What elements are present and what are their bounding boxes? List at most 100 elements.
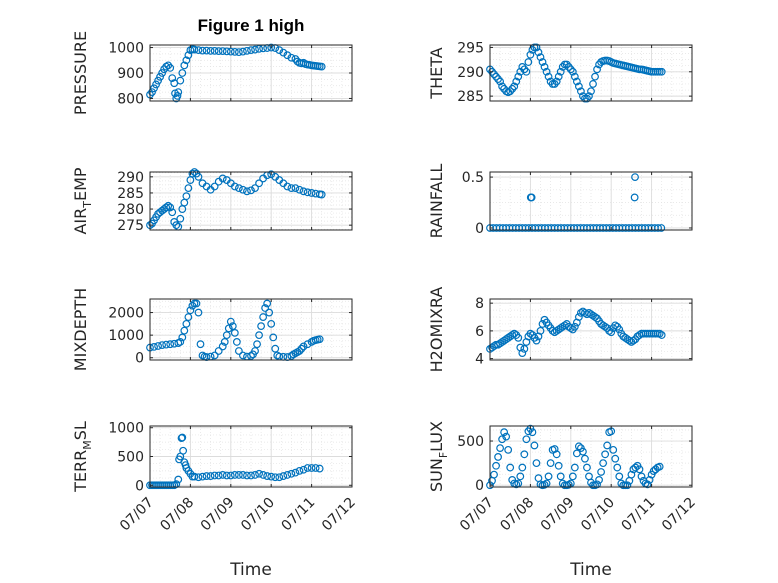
data-point xyxy=(637,472,646,481)
data-point xyxy=(150,84,158,93)
x-tick-label: 07/08 xyxy=(157,495,197,535)
data-point xyxy=(295,466,304,475)
data-point xyxy=(492,72,500,81)
data-point xyxy=(162,340,171,349)
data-point xyxy=(643,480,652,489)
data-point xyxy=(275,46,284,54)
data-point xyxy=(597,468,605,476)
data-point xyxy=(526,329,535,338)
data-point xyxy=(218,342,227,351)
data-point xyxy=(570,72,579,81)
x-axis-label: Time xyxy=(569,560,612,580)
figure-title: Figure 1 high xyxy=(198,16,305,35)
data-point xyxy=(556,67,565,76)
subplot-1: 800 900 1000 PRESSURE xyxy=(71,31,353,115)
data-point xyxy=(591,313,599,321)
data-point xyxy=(243,187,251,196)
data-point xyxy=(615,325,624,334)
data-point xyxy=(564,63,573,71)
data-point xyxy=(184,51,193,60)
axes-box xyxy=(489,44,693,102)
x-tick-label: 07/09 xyxy=(538,495,578,535)
data-point xyxy=(601,322,610,331)
data-point xyxy=(251,347,259,355)
data-point xyxy=(226,317,235,326)
data-point xyxy=(520,65,529,74)
data-point xyxy=(522,435,531,444)
data-point xyxy=(581,454,589,463)
data-point xyxy=(267,472,276,481)
data-point xyxy=(307,189,316,197)
subplot-2: 285 290 295 THETA xyxy=(427,40,693,105)
data-point xyxy=(230,471,239,479)
data-point xyxy=(490,342,498,351)
data-point xyxy=(532,43,541,52)
data-point xyxy=(583,463,591,472)
data-point xyxy=(291,468,300,477)
data-point xyxy=(198,472,207,481)
data-point xyxy=(176,76,185,85)
data-point xyxy=(544,72,553,81)
data-point xyxy=(192,299,201,308)
y-tick-label: 0 xyxy=(475,478,484,494)
y-tick-label: 285 xyxy=(117,186,144,202)
data-point xyxy=(180,198,189,207)
data-point xyxy=(168,208,177,217)
data-point xyxy=(506,87,515,96)
data-point xyxy=(623,481,632,490)
y-axis-label: H2OMIXRA xyxy=(427,287,446,373)
data-point xyxy=(279,48,288,57)
data-point xyxy=(176,338,185,346)
data-point xyxy=(172,221,181,230)
data-point xyxy=(247,46,255,54)
y-tick-label: 900 xyxy=(117,66,144,82)
data-point xyxy=(152,80,160,89)
data-point xyxy=(536,326,545,335)
y-tick-label: 0 xyxy=(475,221,484,237)
data-point xyxy=(255,44,263,53)
data-point xyxy=(174,475,183,484)
data-point xyxy=(506,463,515,472)
data-point xyxy=(492,461,500,470)
y-axis-label: PRESSURE xyxy=(71,31,90,115)
data-point xyxy=(184,184,193,193)
data-point xyxy=(583,94,591,103)
data-point xyxy=(317,190,326,199)
y-tick-label: 6 xyxy=(475,324,484,340)
data-point xyxy=(255,469,263,478)
y-axis-label: THETA xyxy=(427,47,446,99)
data-point xyxy=(550,445,559,453)
data-point xyxy=(520,345,529,353)
x-tick-label: 07/07 xyxy=(117,495,157,535)
x-tick-label: 07/08 xyxy=(497,495,537,535)
data-point xyxy=(247,471,255,480)
data-point xyxy=(518,349,527,357)
data-point xyxy=(593,480,601,489)
data-point xyxy=(315,464,324,473)
data-point xyxy=(224,324,233,333)
data-point xyxy=(190,45,199,54)
data-point xyxy=(271,473,280,482)
data-point xyxy=(299,465,308,474)
data-point xyxy=(601,450,610,459)
data-point xyxy=(611,321,620,330)
y-axis-label: RAINFALL xyxy=(427,164,446,239)
data-point xyxy=(182,56,191,65)
data-point xyxy=(239,471,247,479)
data-point xyxy=(174,88,183,96)
data-point xyxy=(595,476,603,484)
y-tick-label: 1000 xyxy=(108,328,144,344)
data-point xyxy=(538,58,547,66)
data-point xyxy=(655,329,664,338)
data-point xyxy=(162,62,171,71)
y-tick-label: 295 xyxy=(457,40,484,56)
data-point xyxy=(178,333,187,342)
data-point xyxy=(514,333,523,342)
data-point xyxy=(570,463,579,472)
data-point xyxy=(630,193,639,202)
data-point xyxy=(307,464,316,472)
data-point xyxy=(613,463,622,472)
data-point xyxy=(574,442,583,451)
